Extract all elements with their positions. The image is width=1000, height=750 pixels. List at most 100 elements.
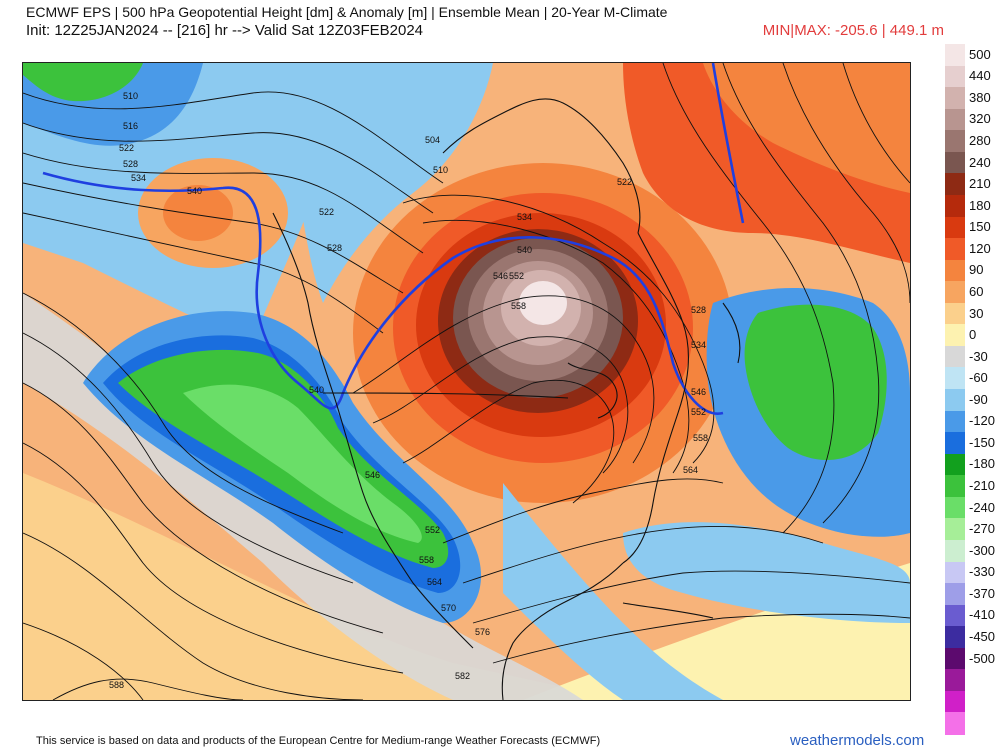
colorbar-swatch [945, 389, 965, 412]
colorbar-swatch [945, 151, 965, 174]
map-subtitle: Init: 12Z25JAN2024 -- [216] hr --> Valid… [26, 22, 424, 39]
contour-label: 588 [109, 680, 124, 690]
colorbar-swatch [945, 626, 965, 649]
colorbar-swatch [945, 453, 965, 476]
colorbar-swatch [945, 410, 965, 433]
contour-label: 540 [309, 385, 324, 395]
anomaly-map: 510 516 522 528 534 540 504 510 522 528 … [22, 62, 911, 701]
contour-label: 552 [425, 525, 440, 535]
anomaly-region-gulf-lightblue [503, 483, 723, 700]
contour-label: 528 [327, 243, 342, 253]
contour-label: 552 [509, 271, 524, 281]
colorbar-label: -300 [969, 542, 996, 558]
contour-label: 510 [123, 91, 138, 101]
contour-label: 522 [119, 143, 134, 153]
anomaly-region-ne-orange [703, 63, 910, 193]
contour-label: 510 [433, 165, 448, 175]
colorbar-swatch [945, 690, 965, 713]
colorbar-swatch [945, 561, 965, 584]
colorbar-label: 120 [969, 240, 991, 256]
anomaly-band-south-west [23, 473, 623, 700]
colorbar-swatch [945, 44, 965, 67]
anomaly-band-gray [23, 293, 583, 700]
colorbar-label: -180 [969, 456, 996, 472]
contour-label: 552 [691, 407, 706, 417]
contour-label: 534 [691, 340, 706, 350]
contour-540-line-east [711, 63, 745, 224]
colorbar-swatch [945, 583, 965, 606]
colorbar-label: -240 [969, 499, 996, 515]
contour-line [352, 295, 655, 464]
contour-labels: 510 516 522 528 534 540 504 510 522 528 … [109, 91, 708, 690]
contour-label: 570 [441, 603, 456, 613]
colorbar-swatch [945, 216, 965, 239]
colorbar-swatch [945, 669, 965, 692]
contour-label: 558 [419, 555, 434, 565]
contour-line [442, 478, 724, 544]
colorbar-label: -410 [969, 607, 996, 623]
contour-label: 522 [617, 177, 632, 187]
colorbar-swatch [945, 518, 965, 541]
colorbar-label: -370 [969, 585, 996, 601]
contour-label: 528 [123, 159, 138, 169]
colorbar-label: -90 [969, 391, 988, 407]
contour-label: 558 [511, 301, 526, 311]
contour-label: 522 [319, 207, 334, 217]
brand-link[interactable]: weathermodels.com [790, 732, 925, 749]
colorbar-label: 30 [969, 305, 984, 321]
colorbar-label: 500 [969, 46, 991, 62]
colorbar-label: -210 [969, 478, 996, 494]
contour-line [662, 63, 835, 534]
contour-line [492, 613, 910, 664]
colorbar-label: 90 [969, 262, 984, 278]
contour-line [402, 194, 715, 464]
colorbar-label: -60 [969, 370, 988, 386]
colorbar-label: 320 [969, 111, 991, 127]
colorbar-label: 0 [969, 327, 977, 343]
great-lakes [567, 362, 618, 419]
colorbar-label: -500 [969, 650, 996, 666]
contour-label: 528 [691, 305, 706, 315]
colorbar-label: 440 [969, 68, 991, 84]
colorbar-label: 60 [969, 283, 984, 299]
contour-line [722, 63, 880, 524]
anomaly-region-west-trough-lightgreen [183, 384, 422, 543]
contour-label: 576 [475, 627, 490, 637]
contour-line [52, 678, 244, 700]
colorbar-swatch [945, 367, 965, 390]
contour-label: 582 [455, 671, 470, 681]
coastline-west [272, 212, 474, 649]
colorbar-label: -150 [969, 434, 996, 450]
contour-line [472, 570, 910, 624]
contour-line [23, 442, 404, 674]
contour-line [23, 182, 404, 294]
contour-line [23, 332, 354, 584]
colorbar-swatch [945, 647, 965, 670]
colorbar-swatch [945, 302, 965, 325]
contour-line [23, 382, 384, 634]
colorbar-label: 380 [969, 89, 991, 105]
height-contours [23, 63, 910, 700]
contour-label: 534 [517, 212, 532, 222]
colorbar-label: 240 [969, 154, 991, 170]
contour-line [23, 622, 144, 700]
contour-line [23, 152, 424, 254]
colorbar-swatch [945, 324, 965, 347]
contour-label: 534 [131, 173, 146, 183]
coastline-north [442, 98, 641, 234]
contour-label: 546 [691, 387, 706, 397]
map-title: ECMWF EPS | 500 hPa Geopotential Height … [26, 4, 668, 20]
colorbar-label: -30 [969, 348, 988, 364]
colorbar-swatch [945, 496, 965, 519]
anomaly-region-alaska-core [163, 185, 233, 241]
contour-label: 540 [187, 186, 202, 196]
contour-line [23, 292, 344, 534]
colorbar-label: 180 [969, 197, 991, 213]
contour-label: 564 [683, 465, 698, 475]
coastlines [272, 98, 741, 700]
colorbar-swatch [945, 65, 965, 88]
colorbar-swatch [945, 87, 965, 110]
contour-line [23, 91, 444, 184]
min-max-readout: MIN|MAX: -205.6 | 449.1 m [762, 22, 944, 39]
contour-line [782, 63, 910, 304]
